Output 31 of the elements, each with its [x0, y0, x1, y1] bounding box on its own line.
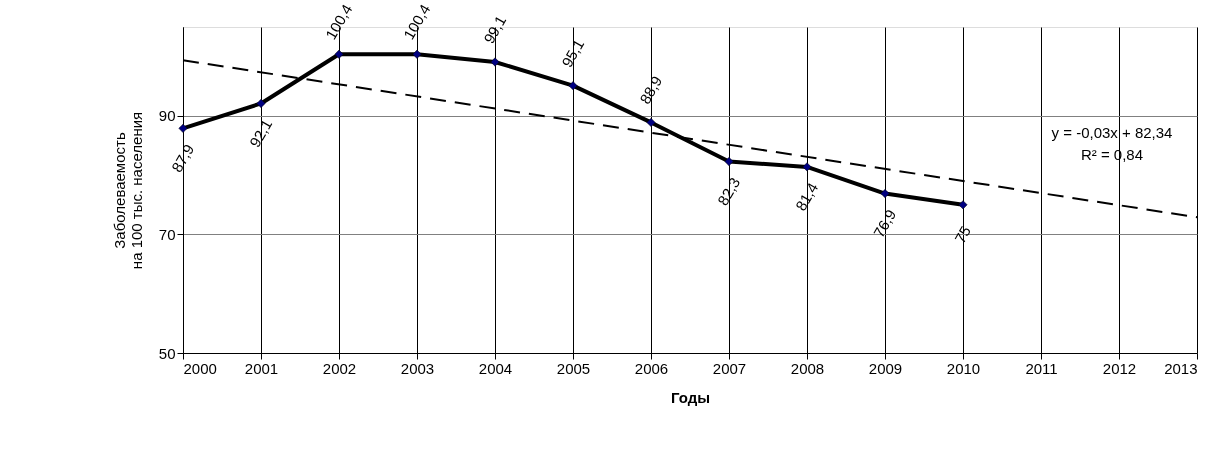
- x-tick-label: 2000: [183, 359, 217, 377]
- point: [490, 57, 500, 67]
- point: [958, 200, 968, 210]
- point: [334, 49, 344, 59]
- x-axis-title: Годы: [670, 388, 711, 406]
- x-tick-label: 2010: [946, 359, 981, 377]
- point: [412, 49, 422, 59]
- y-tick-label: 70: [158, 225, 176, 243]
- point: [724, 157, 734, 166]
- point: [802, 162, 812, 172]
- point: [178, 123, 188, 133]
- x-tick-label: 2005: [556, 359, 591, 377]
- x-tick-label: 2013: [1164, 359, 1198, 377]
- point: [880, 189, 890, 198]
- annotation: y = -0,03x + 82,34: [1051, 124, 1173, 141]
- x-tick-label: 2009: [868, 359, 903, 377]
- y-axis-title: Заболеваемость на 100 тыс. населения: [110, 111, 145, 270]
- x-tick-label: 2011: [1025, 359, 1058, 377]
- y-tick-label: 50: [158, 344, 176, 362]
- x-tick-label: 2002: [322, 359, 357, 377]
- point: [646, 118, 656, 127]
- x-tick-label: 2004: [478, 359, 513, 377]
- x-tick-label: 2012: [1102, 359, 1137, 377]
- point: [568, 81, 578, 91]
- x-tick-label: 2007: [712, 359, 747, 377]
- x-tick-label: 2006: [634, 359, 669, 377]
- y-tick-label: 90: [158, 107, 176, 125]
- x-tick-label: 2008: [790, 359, 825, 377]
- point: [256, 99, 266, 108]
- x-tick-label: 2003: [400, 359, 435, 377]
- x-tick-label: 2001: [244, 359, 279, 377]
